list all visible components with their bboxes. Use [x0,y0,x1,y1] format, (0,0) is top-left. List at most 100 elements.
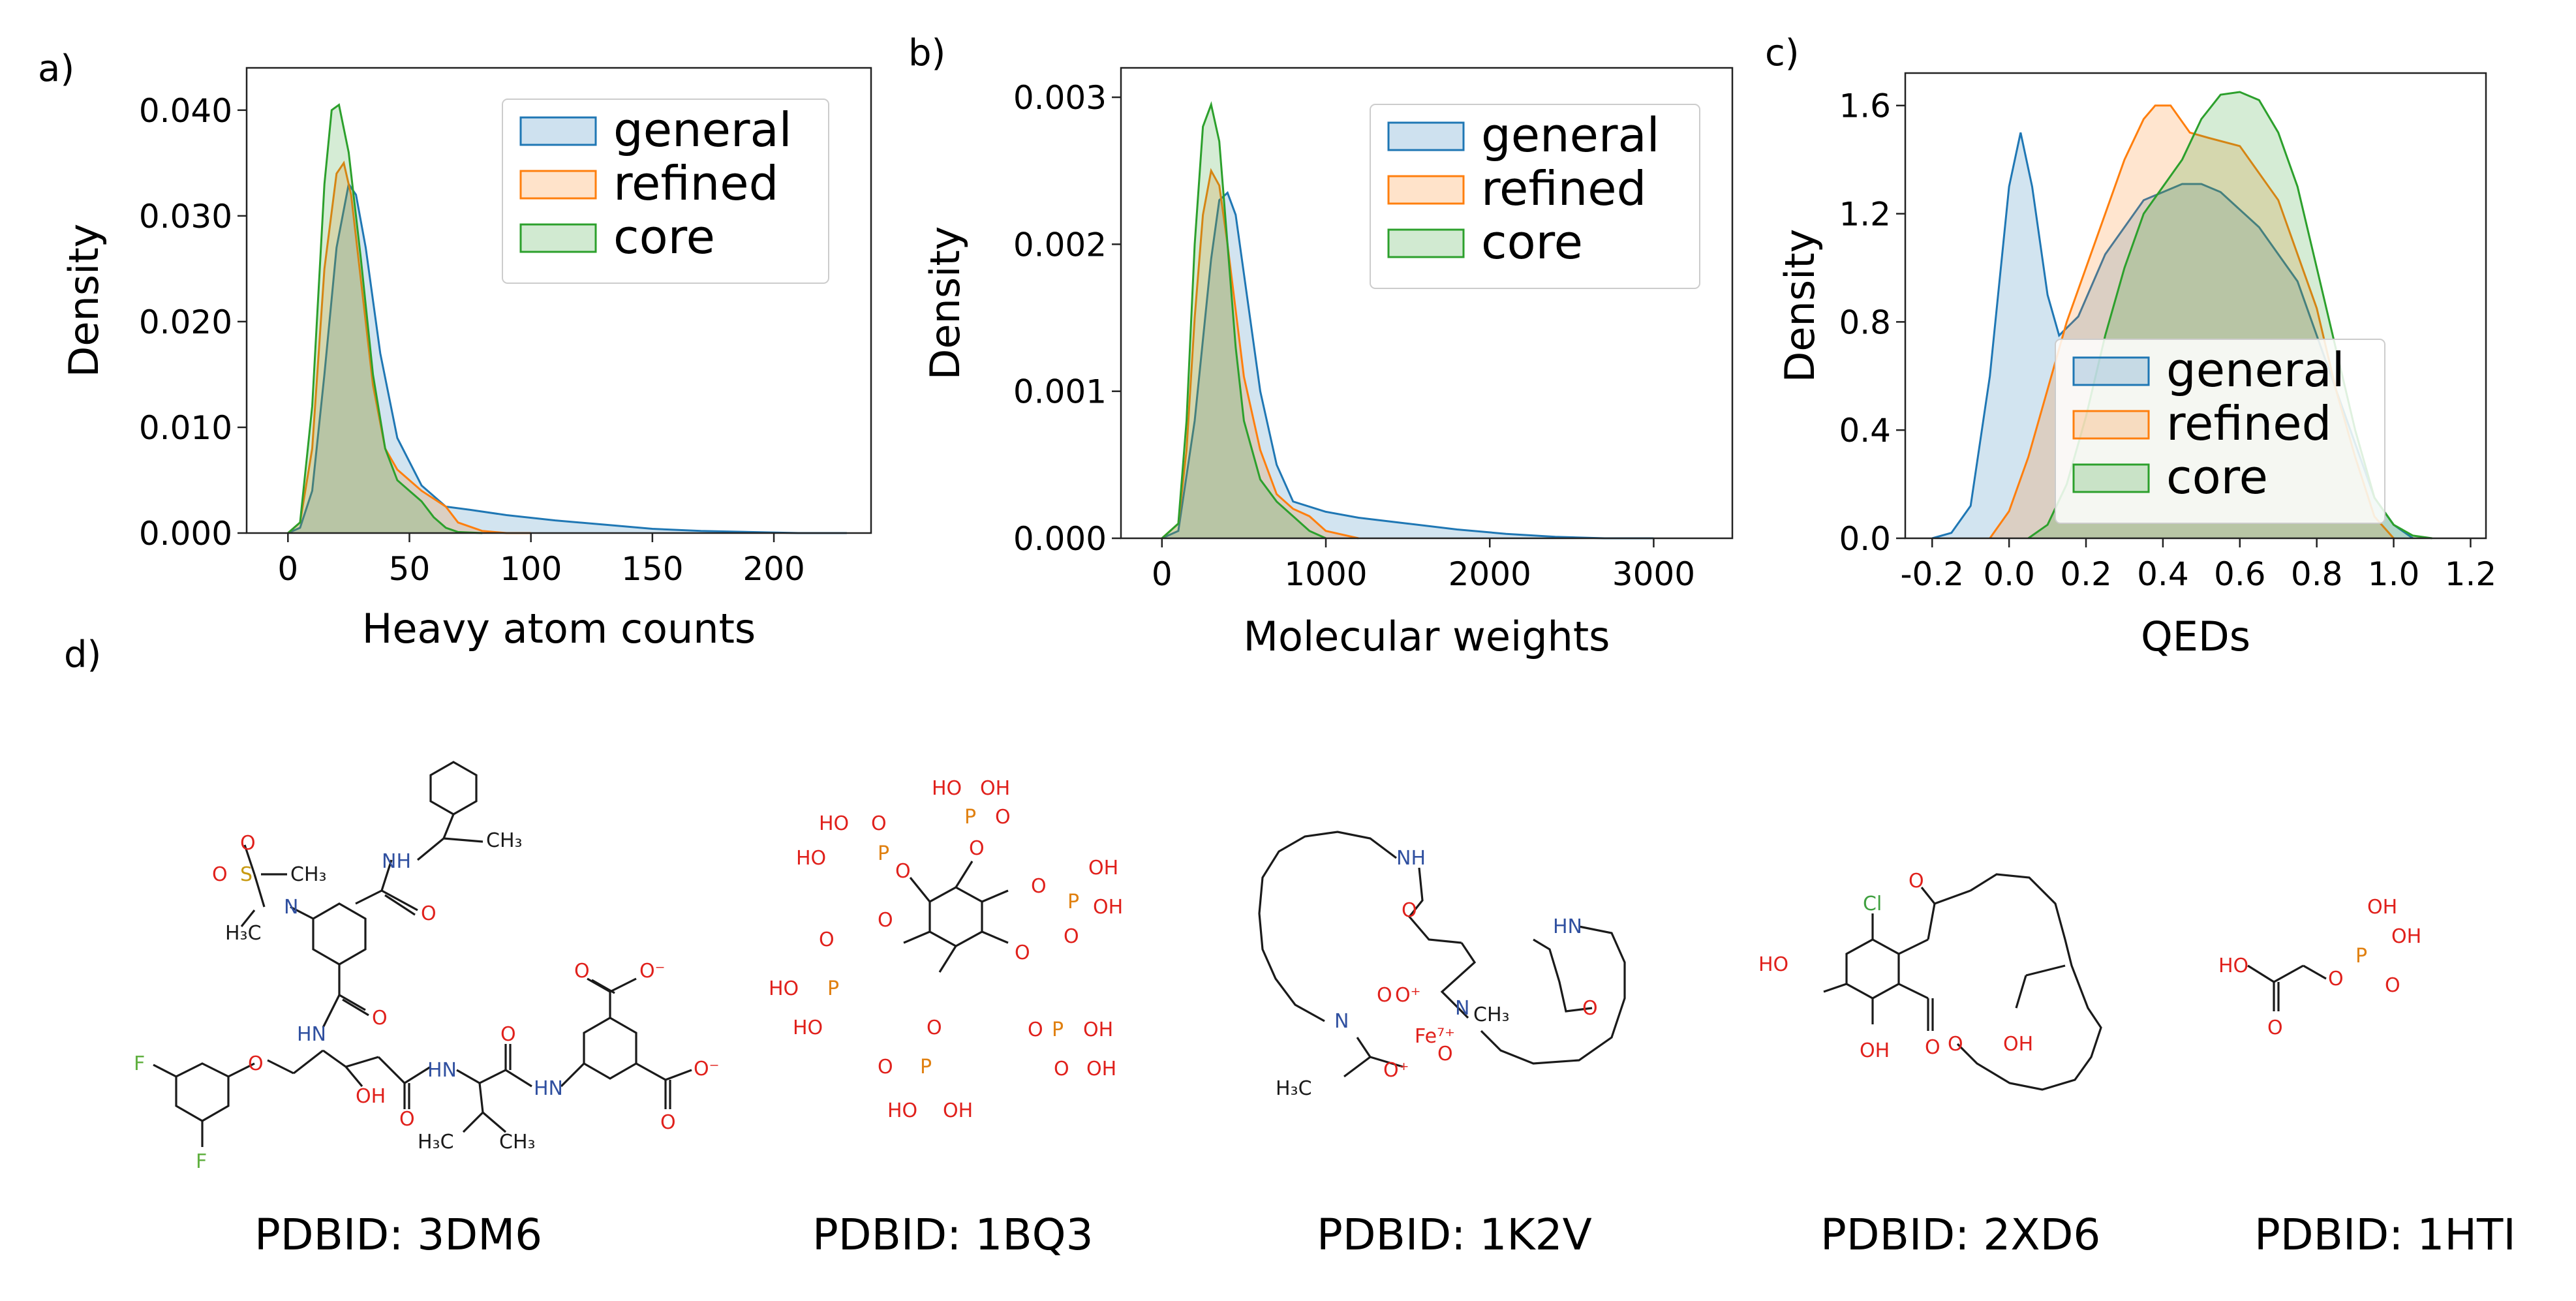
svg-text:HN: HN [427,1059,457,1082]
svg-text:O: O [1402,899,1417,922]
svg-text:OH: OH [2391,925,2421,948]
svg-text:N: N [1334,1010,1349,1033]
svg-text:O: O [819,928,835,951]
svg-text:HO: HO [2218,955,2248,977]
svg-text:F: F [196,1150,207,1173]
y-tick-label: 0.000 [1013,520,1107,558]
molecule-label-1bq3: PDBID: 1BQ3 [812,1210,1094,1260]
molecule-label-2xd6: PDBID: 2XD6 [1820,1210,2100,1260]
y-tick-label: 0.4 [1839,412,1891,450]
y-axis-label: Density [60,224,108,378]
svg-text:O⁺: O⁺ [1395,984,1420,1007]
x-tick-label: 200 [743,550,805,588]
molecule-2xd6-atoms: Cl O HO O O OH OH [1758,870,2033,1062]
panel-label-b: b) [908,32,945,74]
x-tick-label: 0.8 [2291,555,2343,593]
svg-text:O: O [372,1007,388,1030]
svg-text:OH: OH [980,777,1010,800]
y-axis-label: Density [1776,229,1824,383]
panel-label-d: d) [64,634,101,676]
legend-swatch-refined [1387,175,1465,205]
x-tick-label: 0 [277,550,298,588]
legend-label-general: general [613,102,792,157]
svg-text:O⁻: O⁻ [694,1058,719,1080]
plot-frame [1120,67,1734,540]
svg-text:HN: HN [297,1023,326,1046]
legend-swatch-core [519,223,597,253]
svg-text:OH: OH [1086,1058,1116,1080]
svg-text:OH: OH [1093,896,1123,919]
svg-text:N: N [1455,997,1469,1020]
svg-text:HN: HN [1553,915,1582,938]
svg-text:O: O [895,860,911,883]
svg-text:O: O [212,863,228,886]
molecule-label-3dm6: PDBID: 3DM6 [254,1210,542,1260]
svg-text:CH₃: CH₃ [486,829,523,852]
legend-swatch-general [519,116,597,146]
svg-text:O: O [1909,870,1924,893]
svg-text:HN: HN [534,1077,563,1100]
legend-label-core: core [2166,450,2268,504]
x-tick-label: 100 [500,550,562,588]
svg-text:P: P [920,1056,932,1079]
svg-text:HO: HO [796,847,826,870]
legend-label-refined: refined [1481,161,1646,216]
legend-label-core: core [1481,215,1583,269]
line-general [287,181,847,534]
legend-label-refined: refined [2166,396,2331,451]
chart-heavy-atom-counts: 0 50 100 150 200 0.000 0.010 0.020 0.030 0.040 Hea… [60,67,872,652]
plot-frame [1904,72,2487,540]
legend-swatch-core [2072,463,2150,493]
legend-label-refined: refined [613,156,778,211]
svg-text:NH: NH [382,850,411,873]
x-tick-label: -0.2 [1900,555,1964,593]
svg-text:OH: OH [943,1099,973,1122]
legend-swatch-general [2072,356,2150,386]
y-tick-label: 0.010 [139,409,232,447]
panel-label-c: c) [1765,32,1800,74]
y-axis-label: Density [921,226,969,380]
x-tick-label: 0.0 [1983,555,2035,593]
y-tick-label: 0.001 [1013,373,1107,411]
y-tick-label: 1.2 [1839,196,1891,234]
svg-text:OH: OH [1083,1018,1113,1041]
legend-label-general: general [1481,108,1660,162]
svg-text:P: P [2355,945,2367,968]
x-tick-label: 1000 [1284,555,1367,593]
molecule-1bq3-structure [903,861,1009,973]
y-tick-label: 0.020 [139,303,232,341]
svg-text:O: O [1028,1018,1043,1041]
svg-text:HO: HO [819,812,849,835]
y-tick-label: 1.6 [1839,87,1891,125]
svg-text:P: P [964,806,976,829]
svg-text:OH: OH [2367,896,2397,919]
svg-text:O: O [1582,997,1598,1020]
legend-label-general: general [2166,343,2345,397]
svg-text:O: O [1015,941,1030,964]
svg-text:OH: OH [2003,1033,2033,1056]
line-general [1161,191,1654,540]
svg-text:O: O [1377,984,1392,1007]
plot-frame [245,67,872,534]
x-tick-label: 0.4 [2137,555,2189,593]
svg-text:O⁺: O⁺ [1383,1059,1409,1082]
legend-swatch-refined [2072,410,2150,440]
area-core [1161,104,1326,539]
y-tick-label: 0.002 [1013,226,1107,264]
svg-text:S: S [240,863,253,886]
svg-text:O: O [1031,875,1047,898]
chart-molecular-weights: 0 1000 2000 3000 0.000 0.001 0.002 0.003 Molecul… [921,67,1734,660]
svg-text:P: P [878,842,889,865]
molecule-label-1hti: PDBID: 1HTI [2254,1210,2516,1260]
svg-text:O: O [1054,1058,1069,1080]
svg-text:O: O [399,1108,415,1131]
y-tick-label: 0.0 [1839,520,1891,558]
line-refined [287,161,531,534]
line-core [287,103,483,534]
svg-text:O: O [500,1023,516,1046]
svg-text:OH: OH [356,1085,386,1108]
line-core [1161,101,1326,540]
svg-text:O: O [248,1052,264,1075]
